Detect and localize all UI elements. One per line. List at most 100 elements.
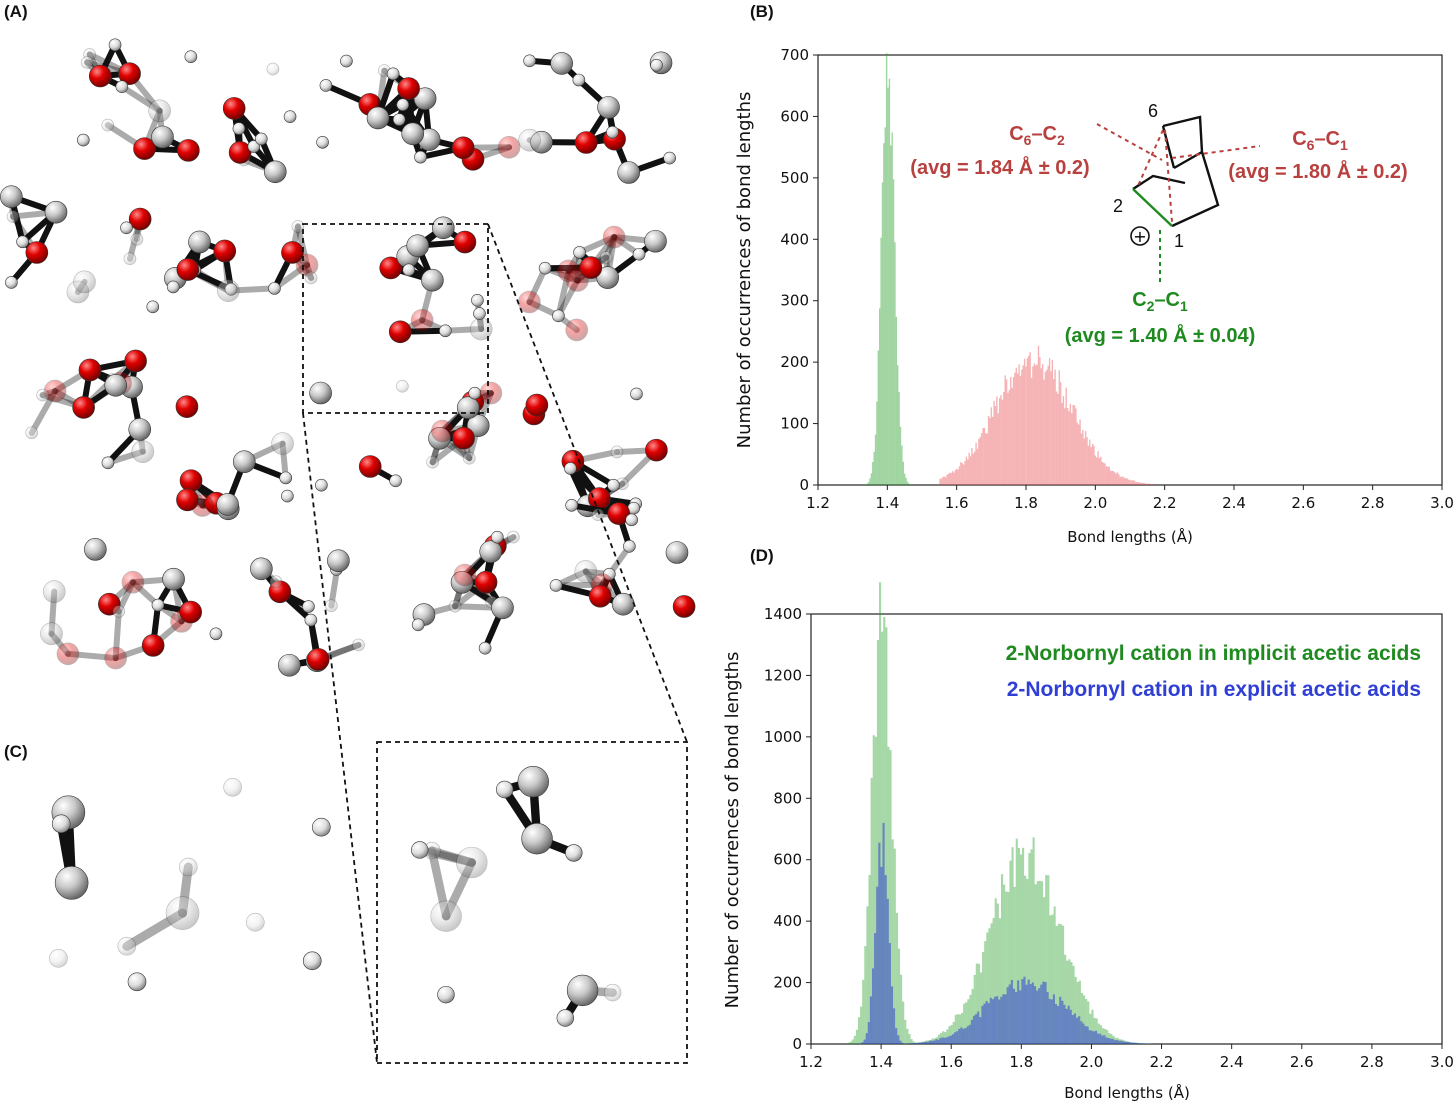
histogram-bar	[895, 1028, 898, 1044]
histogram-bar	[1012, 377, 1015, 485]
histogram-bar	[1049, 915, 1052, 1044]
histogram-bar	[950, 1025, 953, 1044]
hydrogen-atom	[414, 150, 427, 164]
hydrogen-atom	[6, 210, 20, 223]
panel-label-b: (B)	[750, 2, 774, 21]
histogram-bar	[974, 451, 976, 485]
histogram-bar	[1106, 1029, 1109, 1044]
histogram-bar	[1145, 483, 1148, 485]
histogram-bar	[1115, 473, 1117, 485]
histogram-bar	[1120, 476, 1123, 485]
histogram-bar	[1091, 443, 1094, 485]
histogram-bar	[1134, 481, 1137, 485]
histogram-bar	[910, 1039, 913, 1044]
histogram-bar	[1000, 394, 1002, 485]
histogram-bar	[1124, 1041, 1127, 1044]
histogram-bar	[952, 1021, 955, 1044]
y-tick-label: 100	[780, 415, 809, 433]
histogram-bar	[1112, 470, 1115, 485]
hydrogen-atom	[101, 118, 115, 132]
hydrogen-atom	[127, 972, 147, 992]
histogram-bar	[1019, 375, 1022, 485]
histogram-bar	[1129, 479, 1131, 485]
carbon-atom	[84, 538, 107, 561]
histogram-bar	[1063, 1004, 1066, 1044]
histogram-bar	[899, 1040, 902, 1044]
histogram-bar	[1019, 990, 1022, 1044]
y-tick-label: 800	[773, 789, 802, 807]
histogram-bar	[874, 933, 877, 1044]
histogram-bar	[1071, 413, 1073, 485]
histogram-bar	[1116, 472, 1119, 485]
histogram-bar	[1120, 1040, 1123, 1044]
histogram-bar	[1055, 391, 1058, 485]
histogram-bar	[908, 1034, 911, 1044]
histogram-bar	[967, 459, 969, 485]
oxygen-atom	[579, 256, 603, 279]
bars-d	[845, 582, 1153, 1044]
histogram-bar	[993, 400, 995, 485]
hydrogen-atom	[556, 1009, 575, 1027]
histogram-bar	[975, 963, 978, 1044]
hydrogen-atom	[552, 309, 565, 323]
histogram-bar	[1037, 345, 1040, 485]
histogram-bar	[888, 78, 891, 485]
hydrogen-atom	[340, 54, 353, 68]
carbon-atom	[421, 268, 444, 292]
hydrogen-atom	[650, 58, 663, 72]
histogram-bar	[916, 1042, 919, 1044]
hydrogen-atom	[130, 232, 144, 246]
histogram-bar	[968, 452, 970, 485]
histogram-bar	[1122, 476, 1124, 485]
carbon-atom	[413, 87, 437, 110]
histogram-bar	[909, 1043, 912, 1044]
histogram-bar	[1053, 906, 1056, 1044]
hydrogen-atom	[599, 251, 613, 264]
atom-label-1: 1	[1174, 231, 1184, 251]
charge-symbol: +	[1133, 227, 1146, 246]
histogram-bar	[906, 481, 909, 485]
histogram-bar	[1090, 1030, 1093, 1044]
histogram-bar	[947, 473, 950, 485]
ticks-b: 1.2 1.4 1.6 1.8 2.0 2.2 2.4 2.6 2.8 3.0 0 100 200 300…	[780, 46, 1454, 512]
carbon-atom	[104, 373, 128, 397]
histogram-bar	[855, 1029, 858, 1044]
histogram-bar	[884, 875, 887, 1044]
hydrogen-atom	[507, 530, 520, 544]
hydrogen-atom	[16, 235, 29, 249]
oxygen-atom	[179, 600, 202, 624]
carbon-atom	[232, 450, 256, 473]
hydrogen-atom	[178, 857, 198, 877]
histogram-bar	[1079, 419, 1081, 485]
histogram-bar	[1015, 838, 1018, 1044]
histogram-bar	[963, 1003, 966, 1044]
histogram-bar	[949, 472, 951, 485]
histogram-bar	[960, 1027, 963, 1044]
histogram-bar	[924, 1041, 927, 1044]
histogram-bar	[1028, 355, 1030, 485]
histogram-bar	[857, 1017, 861, 1044]
oxygen-atom	[453, 230, 477, 254]
histogram-bar	[1103, 1035, 1106, 1044]
panel-label-d: (D)	[750, 546, 774, 565]
histogram-bar	[884, 127, 886, 486]
hydrogen-atom	[630, 387, 643, 401]
histogram-bar	[1109, 1038, 1112, 1044]
histogram-bar	[1083, 438, 1085, 485]
histogram-bar	[953, 472, 955, 485]
histogram-bar	[902, 1001, 905, 1044]
histogram-bar	[1111, 470, 1113, 485]
histogram-bar	[1041, 364, 1044, 485]
histogram-bar	[945, 1037, 948, 1044]
histogram-bar	[890, 145, 892, 486]
histogram-bar	[1043, 379, 1045, 485]
histogram-bar	[1088, 1030, 1091, 1044]
hydrogen-atom	[478, 641, 492, 655]
ticks-d: 1.2 1.4 1.6 1.8 2.0 2.2 2.4 2.6 2.8 3.0 0 200 400 600…	[764, 605, 1454, 1071]
histogram-bar	[1113, 1040, 1116, 1044]
histogram-bar	[872, 735, 875, 1044]
carbon-atom	[278, 653, 301, 677]
histogram-bar	[982, 951, 985, 1044]
x-tick-label: 2.8	[1360, 1053, 1384, 1071]
hydrogen-atom	[319, 79, 333, 92]
